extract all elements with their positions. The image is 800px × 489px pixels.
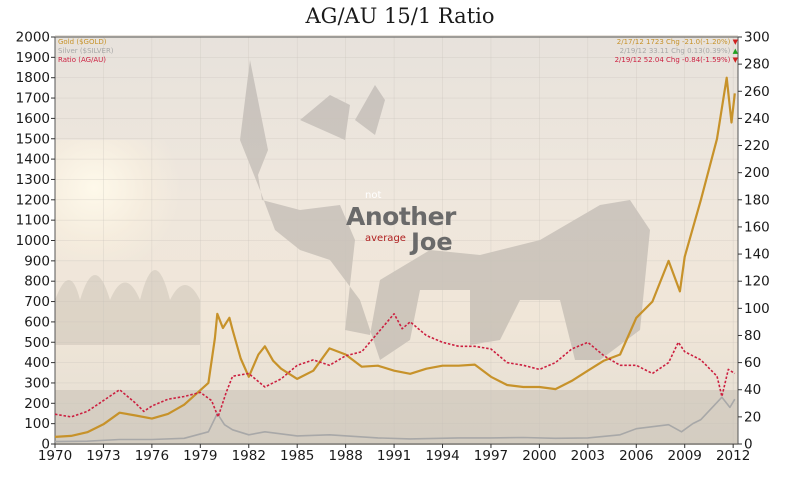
logo-another: Another [346,202,456,231]
tick-label-x: 1976 [135,448,169,464]
tick-label-right: 240 [744,111,770,127]
legend-ratio-marker: ▼ [732,56,738,64]
legend-gold-value-row: 2/17/12 1723 Chg -21.0(-1.20%) ▼ [617,38,738,46]
tick-label-left: 1000 [16,233,50,249]
tick-label-right: 20 [744,409,761,425]
grid [54,36,738,445]
tick-label-left: 1700 [16,91,50,107]
tick-label-right: 140 [744,247,770,263]
legend-ratio: Ratio (AG/AU) [58,56,106,64]
tick-label-left: 1600 [16,111,50,127]
legend-silver-symbol: ($SILVER) [79,47,114,55]
tick-label-x: 2003 [571,448,605,464]
tick-label-left: 1300 [16,172,50,188]
tick-label-left: 1900 [16,50,50,66]
tick-label-left: 900 [24,253,50,269]
axes: 0100200300400500600700800900100011001200… [16,30,770,465]
chart-title: AG/AU 15/1 Ratio [305,4,495,28]
tick-label-left: 2000 [16,30,50,46]
ground-band [55,390,738,445]
tick-label-left: 500 [24,335,50,351]
tick-label-x: 2000 [522,448,556,464]
tick-label-right: 160 [744,219,770,235]
rhino-silhouette [240,60,650,360]
legend-gold-label: Gold [58,38,75,46]
tick-label-right: 180 [744,192,770,208]
legend-ratio-value-row: 2/19/12 52.04 Chg -0.84(-1.59%) ▼ [615,56,738,64]
tick-label-right: 80 [744,328,761,344]
legend-gold-symbol: ($GOLD) [76,38,107,46]
series-layer [54,76,736,443]
series-line-silver [54,396,736,443]
tick-label-right: 100 [744,301,770,317]
tick-label-right: 220 [744,138,770,154]
tick-label-right: 60 [744,355,761,371]
tick-label-x: 1991 [377,448,411,464]
logo-average: average [365,233,406,244]
legend-gold: Gold ($GOLD) [58,38,106,46]
tick-label-x: 1997 [474,448,508,464]
legend-ratio-symbol: (AG/AU) [78,56,107,64]
legend-gold-marker: ▼ [732,38,738,46]
tick-label-left: 0 [41,437,50,453]
legend-gold-value: 2/17/12 1723 Chg -21.0(-1.20%) [616,38,731,46]
tick-label-right: 200 [744,165,770,181]
tick-label-right: 120 [744,274,770,290]
tick-label-left: 200 [24,396,50,412]
tick-label-right: 0 [744,437,753,453]
legend-ratio-value: 2/19/12 52.04 Chg -0.84(-1.59%) [614,56,731,64]
tick-label-right: 280 [744,57,770,73]
tick-label-left: 300 [24,375,50,391]
tick-label-x: 1982 [232,448,266,464]
legend-silver-value: 2/19/12 33.11 Chg 0.13(0.39%) [619,47,731,55]
logo-not: not [365,190,382,201]
tick-label-x: 1979 [183,448,217,464]
legend-ratio-label: Ratio [58,56,76,64]
tick-label-left: 100 [24,416,50,432]
legend-silver: Silver ($SILVER) [58,47,114,55]
logo-joe: Joe [411,228,453,256]
tick-label-left: 1200 [16,192,50,208]
tick-label-left: 1100 [16,213,50,229]
tick-label-x: 1994 [425,448,459,464]
tick-label-left: 600 [24,314,50,330]
series-line-ratio [54,313,736,418]
tick-label-x: 1985 [280,448,314,464]
tick-label-x: 2012 [716,448,750,464]
tick-label-x: 2009 [668,448,702,464]
grass-silhouette [55,270,200,345]
legend-silver-marker: ▲ [732,47,738,55]
tick-label-right: 40 [744,382,761,398]
tick-label-left: 700 [24,294,50,310]
tick-label-x: 1973 [86,448,120,464]
tick-label-left: 800 [24,274,50,290]
tick-label-left: 1500 [16,131,50,147]
tick-label-x: 1988 [328,448,362,464]
tick-label-right: 300 [744,30,770,46]
legend-silver-value-row: 2/19/12 33.11 Chg 0.13(0.39%) ▲ [620,47,738,55]
legend-silver-label: Silver [58,47,78,55]
tick-label-x: 2006 [619,448,653,464]
tick-label-left: 400 [24,355,50,371]
tick-label-right: 260 [744,84,770,100]
tick-label-x: 1970 [38,448,72,464]
tick-label-left: 1400 [16,152,50,168]
tick-label-left: 1800 [16,70,50,86]
